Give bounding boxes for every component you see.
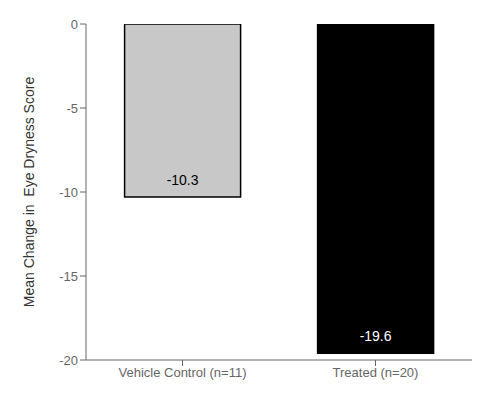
svg-text:0: 0	[71, 17, 78, 32]
svg-text:-20: -20	[59, 353, 78, 368]
svg-text:-19.6: -19.6	[360, 328, 392, 344]
svg-text:-10: -10	[59, 185, 78, 200]
svg-text:-15: -15	[59, 269, 78, 284]
svg-text:Treated (n=20): Treated (n=20)	[333, 365, 419, 380]
svg-text:-5: -5	[66, 101, 78, 116]
svg-text:-10.3: -10.3	[167, 172, 199, 188]
svg-text:Mean Change in Eye Dryness Sc: Mean Change in Eye Dryness Score	[21, 77, 37, 308]
svg-text:Vehicle Control (n=11): Vehicle Control (n=11)	[118, 365, 246, 380]
